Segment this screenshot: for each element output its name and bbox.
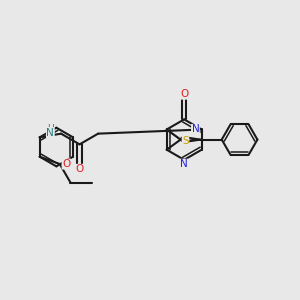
Text: O: O [180,89,188,99]
Text: N: N [192,124,199,134]
Text: O: O [76,164,84,174]
Text: S: S [182,136,189,146]
Text: H: H [47,124,54,134]
Text: N: N [180,159,188,169]
Text: O: O [62,159,70,169]
Text: N: N [46,128,54,137]
